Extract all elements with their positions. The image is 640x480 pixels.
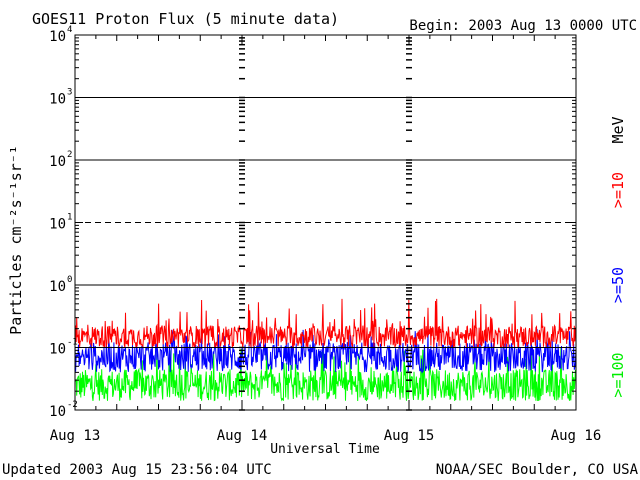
- y-tick-exponent: 4: [67, 25, 72, 35]
- y-tick-label: 10: [49, 342, 66, 358]
- series-line-ge100: [74, 347, 577, 402]
- begin-label: Begin: 2003 Aug 13 0000 UTC: [409, 18, 637, 34]
- y-tick-exponent: -1: [67, 338, 78, 348]
- series-line-ge10: [74, 298, 577, 349]
- legend-ge100: >=100: [609, 352, 627, 397]
- legend-ge10: >=10: [609, 172, 627, 208]
- y-tick-exponent: 0: [67, 275, 72, 285]
- y-tick-label: 10: [49, 404, 66, 420]
- y-axis-label: Particles cm⁻²s⁻¹sr⁻¹: [7, 145, 25, 335]
- source-text: NOAA/SEC Boulder, CO USA: [436, 462, 639, 478]
- updated-text: Updated 2003 Aug 15 23:56:04 UTC: [2, 462, 272, 478]
- y-tick-exponent: 3: [67, 88, 72, 98]
- x-tick-label: Aug 15: [384, 428, 435, 444]
- series-line-ge50: [74, 328, 577, 374]
- y-tick-exponent: 1: [67, 213, 72, 223]
- y-tick-exponent: -2: [67, 400, 78, 410]
- y-tick-label: 10: [49, 279, 66, 295]
- y-tick-exponent: 2: [67, 150, 72, 160]
- y-tick-label: 10: [49, 92, 66, 108]
- unit-label: MeV: [609, 116, 627, 143]
- grid-layer: [75, 37, 576, 411]
- legend-ge50: >=50: [609, 267, 627, 303]
- y-tick-label: 10: [49, 154, 66, 170]
- y-tick-label: 10: [49, 29, 66, 45]
- x-tick-label: Aug 14: [217, 428, 268, 444]
- x-tick-label: Aug 13: [50, 428, 101, 444]
- plot-frame: [74, 34, 577, 411]
- chart-title: GOES11 Proton Flux (5 minute data): [32, 10, 339, 28]
- x-tick-label: Aug 16: [551, 428, 602, 444]
- x-axis-label: Universal Time: [270, 442, 380, 457]
- y-tick-label: 10: [49, 217, 66, 233]
- series-layer: [74, 298, 577, 402]
